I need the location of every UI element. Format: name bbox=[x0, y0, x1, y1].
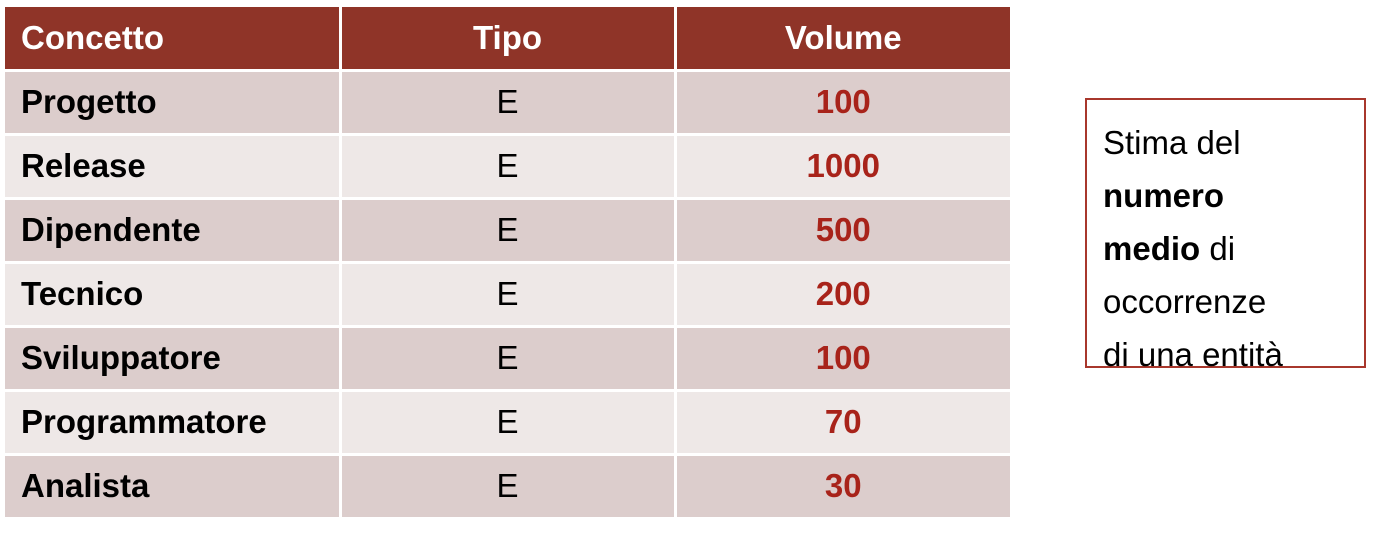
note-box: Stima del numero medio di occorrenze di … bbox=[1085, 98, 1366, 373]
cell-concetto: Dipendente bbox=[5, 198, 342, 264]
note-line: occorrenze bbox=[1103, 275, 1348, 328]
note-text: Stima del bbox=[1103, 124, 1241, 161]
note-text: di una entità bbox=[1103, 336, 1283, 373]
cell-volume: 30 bbox=[675, 454, 1010, 520]
cell-volume: 500 bbox=[675, 198, 1010, 264]
table-row: Sviluppatore E 100 bbox=[5, 326, 1010, 392]
table-row: Dipendente E 500 bbox=[5, 198, 1010, 264]
table-row: Progetto E 100 bbox=[5, 70, 1010, 136]
cell-concetto: Progetto bbox=[5, 70, 342, 136]
cell-volume: 100 bbox=[675, 70, 1010, 136]
table-header-row: Concetto Tipo Volume bbox=[5, 7, 1010, 72]
cell-tipo: E bbox=[340, 198, 677, 264]
cell-concetto: Tecnico bbox=[5, 262, 342, 328]
cell-concetto: Programmatore bbox=[5, 390, 342, 456]
note-line: Stima del bbox=[1103, 116, 1348, 169]
table-row: Tecnico E 200 bbox=[5, 262, 1010, 328]
note-line: di una entità bbox=[1103, 328, 1348, 381]
cell-tipo: E bbox=[340, 390, 677, 456]
cell-volume: 70 bbox=[675, 390, 1010, 456]
cell-tipo: E bbox=[340, 262, 677, 328]
table-row: Programmatore E 70 bbox=[5, 390, 1010, 456]
note-bold-text: medio bbox=[1103, 230, 1201, 267]
table-row: Release E 1000 bbox=[5, 134, 1010, 200]
note-line: numero bbox=[1103, 169, 1348, 222]
cell-volume: 1000 bbox=[675, 134, 1010, 200]
cell-tipo: E bbox=[340, 454, 677, 520]
cell-concetto: Release bbox=[5, 134, 342, 200]
cell-volume: 100 bbox=[675, 326, 1010, 392]
column-header-concetto: Concetto bbox=[5, 7, 342, 72]
table-row: Analista E 30 bbox=[5, 454, 1010, 520]
cell-concetto: Sviluppatore bbox=[5, 326, 342, 392]
column-header-tipo: Tipo bbox=[340, 7, 677, 72]
cell-concetto: Analista bbox=[5, 454, 342, 520]
cell-tipo: E bbox=[340, 70, 677, 136]
cell-tipo: E bbox=[340, 326, 677, 392]
cell-volume: 200 bbox=[675, 262, 1010, 328]
note-text: occorrenze bbox=[1103, 283, 1267, 320]
note-bold-text: numero bbox=[1103, 177, 1225, 214]
volume-table: Concetto Tipo Volume Progetto E 100 Rele… bbox=[5, 7, 1010, 520]
note-text: di bbox=[1200, 230, 1236, 267]
note-line: medio di bbox=[1103, 222, 1348, 275]
cell-tipo: E bbox=[340, 134, 677, 200]
column-header-volume: Volume bbox=[675, 7, 1010, 72]
